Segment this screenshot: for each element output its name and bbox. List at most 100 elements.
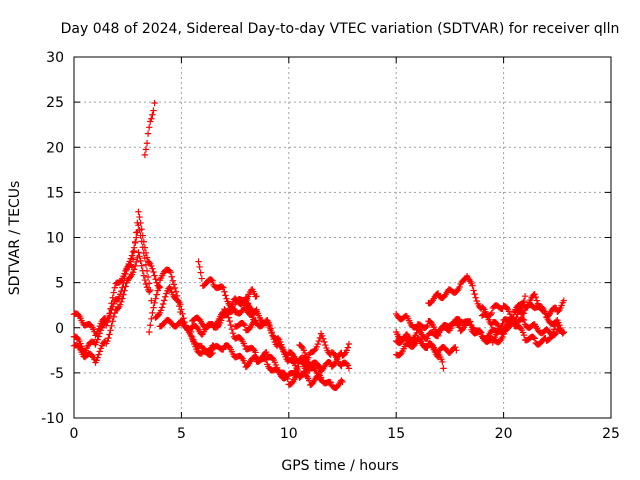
data-point (95, 351, 102, 358)
data-point (322, 341, 329, 349)
x-axis-label: GPS time / hours (281, 458, 398, 474)
data-point (142, 146, 150, 153)
data-point (223, 295, 230, 302)
data-point (551, 331, 559, 338)
data-point (108, 322, 115, 330)
data-point (531, 335, 538, 342)
data-point (315, 337, 323, 345)
y-tick-label: -5 (50, 366, 64, 382)
data-point (440, 365, 447, 372)
data-point (533, 297, 541, 304)
data-point (132, 262, 139, 270)
data-point (424, 344, 431, 351)
data-point (94, 354, 101, 361)
data-point (301, 349, 309, 357)
data-point (148, 297, 155, 304)
data-point (151, 299, 158, 307)
data-point (142, 280, 150, 288)
data-point (135, 208, 142, 215)
data-point (327, 379, 334, 386)
data-point (149, 265, 156, 272)
data-point (108, 300, 115, 307)
data-point (104, 337, 111, 345)
data-point (209, 277, 216, 284)
data-point (343, 360, 350, 368)
x-tick-label: 20 (495, 426, 513, 442)
data-point (499, 320, 506, 328)
data-point (129, 248, 137, 256)
data-point (94, 336, 101, 343)
y-tick-label: 15 (46, 185, 64, 201)
data-point (484, 333, 491, 341)
data-point (222, 292, 229, 299)
data-point (238, 353, 245, 361)
data-point (531, 290, 538, 298)
data-point (145, 280, 153, 287)
data-points (70, 99, 567, 392)
data-point (147, 118, 154, 125)
data-point (130, 266, 138, 273)
data-point (270, 336, 277, 343)
data-point (277, 342, 284, 349)
data-point (132, 238, 139, 246)
y-tick-label: 20 (46, 140, 64, 156)
data-point (456, 283, 463, 291)
data-point (208, 350, 215, 358)
data-point (159, 300, 167, 308)
data-point (95, 333, 102, 340)
data-point (503, 304, 511, 311)
data-point (226, 317, 233, 325)
data-point (197, 269, 204, 276)
data-point (267, 325, 274, 332)
y-tick-label: 25 (46, 95, 64, 111)
data-point (330, 350, 338, 357)
data-point (119, 284, 126, 291)
x-tick-label: 25 (602, 426, 620, 442)
data-point (488, 309, 495, 317)
data-point (154, 287, 161, 294)
data-point (161, 297, 168, 304)
data-point (452, 344, 459, 351)
data-point (423, 323, 430, 331)
data-point (250, 345, 257, 353)
data-point (240, 320, 247, 328)
data-point (156, 283, 164, 291)
data-point (541, 308, 548, 316)
data-point (321, 338, 328, 346)
series-s20 (478, 302, 561, 348)
data-point (74, 334, 81, 341)
data-point (104, 318, 111, 326)
data-point (135, 249, 142, 256)
series-s3 (70, 249, 153, 366)
data-point (520, 316, 528, 324)
data-point (301, 365, 309, 372)
data-point (424, 322, 431, 330)
data-point (149, 111, 156, 118)
data-point (116, 278, 124, 286)
data-point (107, 305, 114, 312)
data-point (230, 305, 238, 313)
data-point (75, 311, 82, 318)
data-point (521, 292, 529, 300)
data-point (149, 309, 156, 317)
data-point (147, 322, 154, 329)
data-point (477, 329, 485, 336)
data-point (151, 99, 158, 107)
data-point (300, 368, 308, 375)
data-point (434, 290, 442, 297)
data-point (229, 307, 237, 314)
data-point (306, 377, 313, 384)
data-point (144, 273, 152, 281)
data-point (120, 291, 127, 298)
data-point (344, 344, 352, 351)
data-point (109, 294, 116, 301)
data-point (519, 315, 527, 323)
data-point (546, 335, 553, 342)
data-point (111, 309, 119, 317)
data-point (137, 219, 144, 227)
data-point (272, 361, 280, 369)
axis-ticks: 0 5 10 15 20 25 -10 -5 0 5 10 15 20 25 30 (41, 50, 620, 442)
data-point (110, 313, 117, 321)
data-point (225, 314, 232, 321)
data-point (467, 318, 474, 325)
